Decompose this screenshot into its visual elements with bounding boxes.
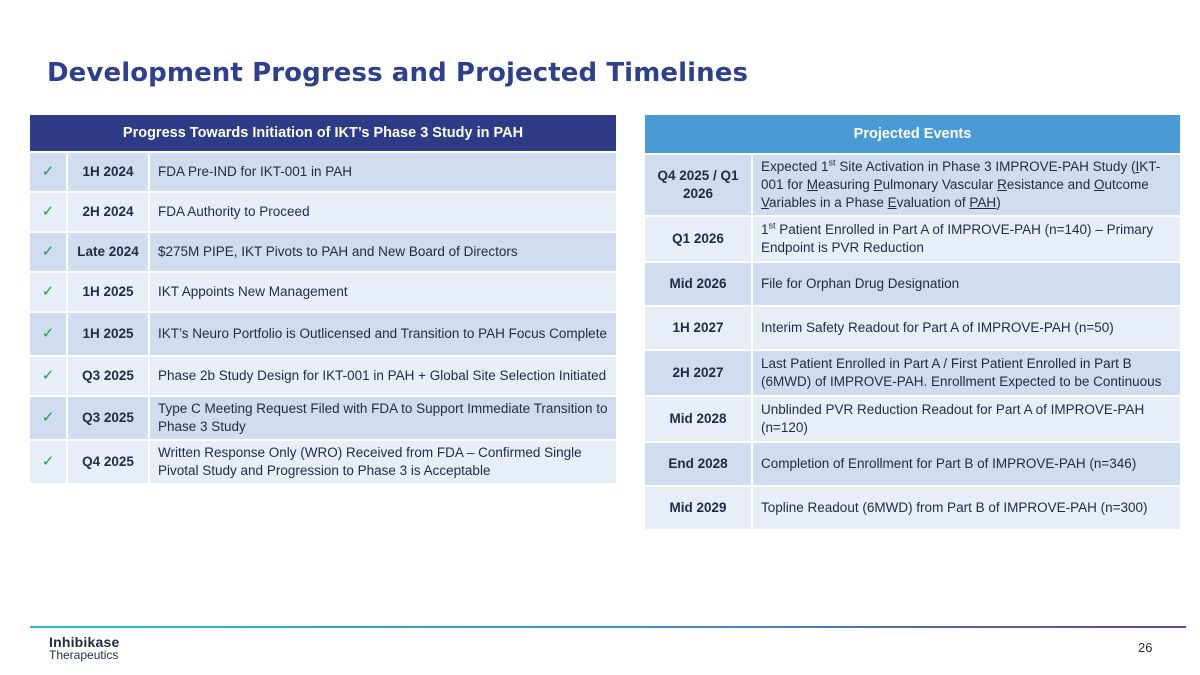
table-row: ✓ Late 2024 $275M PIPE, IKT Pivots to PA…	[30, 233, 616, 273]
table-row: ✓ 1H 2025 IKT’s Neuro Portfolio is Outli…	[30, 313, 616, 357]
company-logo: Inhibikase Therapeutics	[49, 634, 120, 662]
milestone-date: 1H 2025	[68, 273, 150, 313]
milestone-date: Q3 2025	[68, 397, 150, 441]
milestone-date: Q4 2025	[68, 441, 150, 485]
table-row: ✓ 1H 2024 FDA Pre-IND for IKT-001 in PAH	[30, 153, 616, 193]
check-icon: ✓	[30, 357, 68, 397]
event-date: 1H 2027	[645, 307, 753, 351]
table-row: End 2028 Completion of Enrollment for Pa…	[645, 443, 1181, 487]
event-date: Q1 2026	[645, 217, 753, 263]
table-row: Mid 2026 File for Orphan Drug Designatio…	[645, 263, 1181, 307]
event-date: 2H 2027	[645, 351, 753, 397]
page-number: 26	[1138, 640, 1153, 655]
check-icon: ✓	[30, 397, 68, 441]
table-row: Q1 2026 1st Patient Enrolled in Part A o…	[645, 217, 1181, 263]
projected-events-table: Projected Events Q4 2025 / Q1 2026 Expec…	[645, 115, 1181, 531]
table-row: ✓ Q3 2025 Type C Meeting Request Filed w…	[30, 397, 616, 441]
check-icon: ✓	[30, 153, 68, 193]
milestone-text: IKT’s Neuro Portfolio is Outlicensed and…	[150, 313, 616, 357]
event-date: Q4 2025 / Q1 2026	[645, 155, 753, 217]
milestone-text: Phase 2b Study Design for IKT-001 in PAH…	[150, 357, 616, 397]
milestone-text: Written Response Only (WRO) Received fro…	[150, 441, 616, 485]
event-date: Mid 2026	[645, 263, 753, 307]
event-text: 1st Patient Enrolled in Part A of IMPROV…	[753, 217, 1181, 263]
footer-divider	[30, 626, 1186, 628]
table-row: Mid 2028 Unblinded PVR Reduction Readout…	[645, 397, 1181, 443]
check-icon: ✓	[30, 233, 68, 273]
logo-line-1: Inhibikase	[49, 634, 120, 650]
milestone-date: Late 2024	[68, 233, 150, 273]
milestone-text: IKT Appoints New Management	[150, 273, 616, 313]
milestone-text: Type C Meeting Request Filed with FDA to…	[150, 397, 616, 441]
milestone-date: 1H 2024	[68, 153, 150, 193]
table-row: Q4 2025 / Q1 2026 Expected 1st Site Acti…	[645, 155, 1181, 217]
milestone-text: FDA Authority to Proceed	[150, 193, 616, 233]
event-text: Completion of Enrollment for Part B of I…	[753, 443, 1181, 487]
table-row: Mid 2029 Topline Readout (6MWD) from Par…	[645, 487, 1181, 531]
check-icon: ✓	[30, 441, 68, 485]
milestone-date: 1H 2025	[68, 313, 150, 357]
logo-line-2: Therapeutics	[49, 648, 119, 662]
table-row: ✓ Q4 2025 Written Response Only (WRO) Re…	[30, 441, 616, 485]
milestone-date: Q3 2025	[68, 357, 150, 397]
table-row: ✓ 1H 2025 IKT Appoints New Management	[30, 273, 616, 313]
check-icon: ✓	[30, 273, 68, 313]
progress-table-header: Progress Towards Initiation of IKT’s Pha…	[30, 115, 616, 153]
event-text: File for Orphan Drug Designation	[753, 263, 1181, 307]
progress-table: Progress Towards Initiation of IKT’s Pha…	[30, 115, 616, 485]
table-row: 2H 2027 Last Patient Enrolled in Part A …	[645, 351, 1181, 397]
projected-events-header: Projected Events	[645, 115, 1181, 155]
event-text: Interim Safety Readout for Part A of IMP…	[753, 307, 1181, 351]
milestone-date: 2H 2024	[68, 193, 150, 233]
check-icon: ✓	[30, 313, 68, 357]
event-text: Last Patient Enrolled in Part A / First …	[753, 351, 1181, 397]
table-row: ✓ 2H 2024 FDA Authority to Proceed	[30, 193, 616, 233]
event-date: Mid 2028	[645, 397, 753, 443]
page-title: Development Progress and Projected Timel…	[47, 58, 749, 88]
milestone-text: $275M PIPE, IKT Pivots to PAH and New Bo…	[150, 233, 616, 273]
event-text: Expected 1st Site Activation in Phase 3 …	[753, 155, 1181, 217]
milestone-text: FDA Pre-IND for IKT-001 in PAH	[150, 153, 616, 193]
check-icon: ✓	[30, 193, 68, 233]
event-date: Mid 2029	[645, 487, 753, 531]
table-row: ✓ Q3 2025 Phase 2b Study Design for IKT-…	[30, 357, 616, 397]
event-text: Unblinded PVR Reduction Readout for Part…	[753, 397, 1181, 443]
event-date: End 2028	[645, 443, 753, 487]
table-row: 1H 2027 Interim Safety Readout for Part …	[645, 307, 1181, 351]
event-text: Topline Readout (6MWD) from Part B of IM…	[753, 487, 1181, 531]
